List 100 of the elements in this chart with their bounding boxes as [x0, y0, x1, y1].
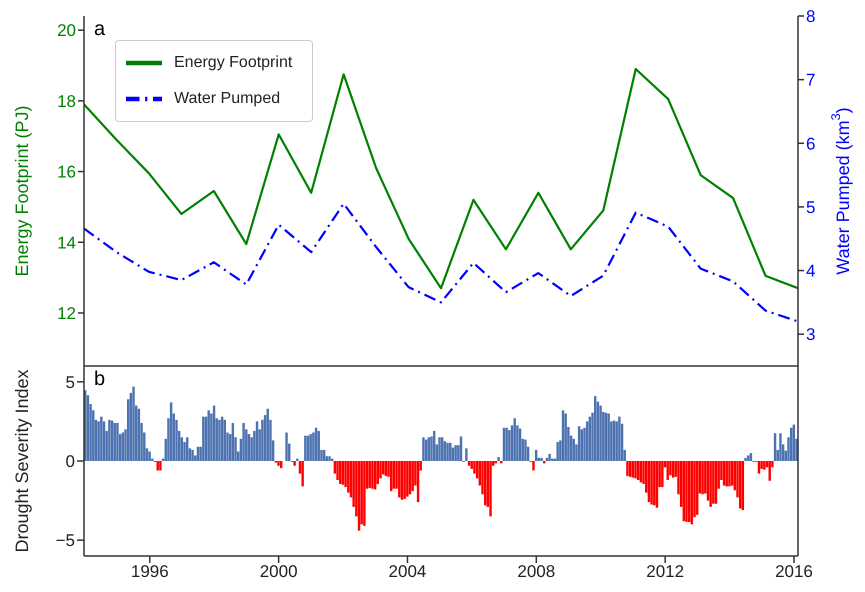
bar — [322, 450, 326, 461]
bar — [607, 414, 610, 461]
bar — [578, 426, 580, 461]
bar — [672, 461, 674, 478]
bar — [484, 461, 486, 506]
bar — [336, 461, 339, 480]
bar — [588, 416, 592, 461]
bar — [599, 406, 602, 461]
bar — [449, 442, 452, 461]
bar — [653, 461, 656, 506]
bar — [722, 461, 726, 486]
bar — [285, 432, 288, 461]
bar — [266, 408, 269, 461]
bar — [218, 420, 221, 461]
bar — [202, 416, 205, 461]
bar — [779, 433, 782, 461]
y2-tick-label: 5 — [806, 198, 816, 217]
x-tick-label: 2016 — [775, 562, 813, 582]
bar — [390, 461, 392, 492]
y-tick-label: 18 — [57, 92, 76, 111]
bar — [792, 424, 796, 461]
bar — [293, 461, 296, 466]
bar — [342, 461, 344, 485]
x-tick-label: 2012 — [646, 562, 684, 582]
bar — [438, 437, 441, 461]
bar — [682, 461, 686, 522]
bar — [212, 406, 216, 461]
bar — [132, 386, 135, 461]
bar — [304, 436, 307, 461]
y2-tick-label: 8 — [806, 7, 816, 26]
bar — [428, 437, 430, 461]
bar — [280, 461, 282, 468]
x-tick-label: 2000 — [260, 562, 298, 582]
bar — [648, 461, 650, 502]
bar — [309, 434, 312, 461]
bar — [701, 461, 704, 494]
legend-label: Energy Footprint — [174, 54, 292, 72]
bar — [318, 430, 320, 461]
bar — [384, 461, 388, 476]
bar — [742, 461, 744, 510]
bar — [374, 461, 376, 490]
annotation: b — [94, 368, 106, 391]
bar — [186, 437, 188, 461]
bar — [768, 461, 771, 481]
bar — [224, 420, 226, 461]
bar — [220, 416, 224, 461]
bar — [489, 461, 492, 516]
bar — [301, 461, 304, 486]
y-tick-label: 20 — [57, 21, 76, 40]
bar — [454, 445, 457, 461]
y2-tick-label: 4 — [806, 262, 816, 281]
bar — [422, 437, 425, 461]
bar — [122, 432, 124, 461]
bar — [564, 414, 567, 461]
bar — [339, 461, 342, 484]
x-tick-label: 1996 — [130, 562, 169, 582]
bar — [114, 423, 116, 461]
bar — [728, 461, 731, 486]
bar — [626, 461, 629, 476]
bar — [100, 416, 103, 461]
bar — [468, 461, 470, 466]
bar — [747, 455, 750, 461]
bar — [666, 461, 669, 480]
bar — [116, 423, 119, 461]
y-axis-title: Drought Severity Index — [12, 369, 32, 553]
x-tick-label: 2004 — [388, 562, 426, 582]
y-tick-label: 0 — [66, 452, 75, 472]
bar — [444, 441, 446, 461]
bar — [170, 402, 172, 461]
bar — [398, 461, 400, 498]
bar — [416, 461, 420, 502]
bar — [690, 461, 694, 524]
annotation: a — [94, 18, 106, 41]
bar — [159, 461, 162, 470]
bar — [191, 450, 194, 461]
bar — [242, 423, 245, 461]
bar — [411, 461, 414, 492]
bar — [636, 461, 640, 480]
bar — [744, 458, 747, 461]
bar — [505, 428, 508, 461]
bar — [738, 461, 742, 508]
bar — [763, 461, 766, 470]
bar — [580, 429, 584, 461]
bar — [368, 461, 371, 488]
bar — [628, 461, 632, 477]
bar — [774, 433, 776, 461]
bar — [138, 408, 140, 461]
y2-tick-label: 6 — [806, 134, 816, 154]
y-tick-label: 5 — [66, 372, 75, 392]
bar — [148, 452, 151, 461]
bar — [156, 461, 159, 470]
bar — [632, 461, 634, 478]
bar — [513, 418, 516, 461]
bar — [594, 396, 596, 461]
y-tick-label: −5 — [56, 531, 75, 550]
bar — [207, 410, 210, 461]
bar — [790, 428, 792, 461]
bar — [363, 461, 366, 526]
bar — [572, 438, 575, 461]
bar — [497, 457, 500, 461]
